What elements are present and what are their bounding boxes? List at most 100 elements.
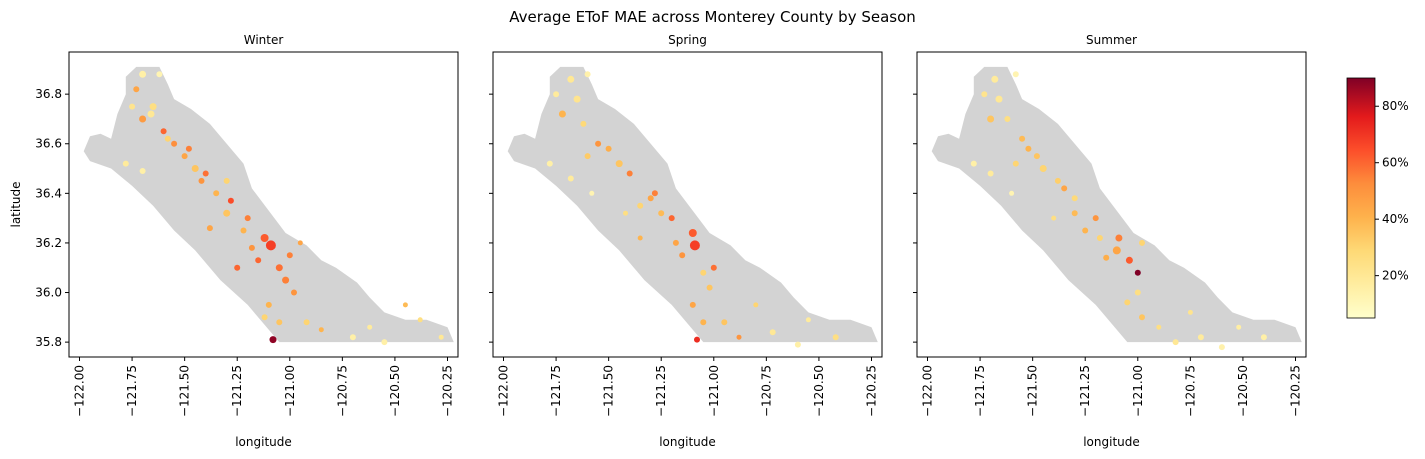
data-point [1061,185,1068,192]
data-point [546,160,553,167]
data-point [275,264,283,272]
data-point [1033,153,1040,160]
panel-summer: Summer −122.00 −121.75 −121.50 −121.25 −121.0… [913,33,1307,449]
data-point [276,319,283,326]
data-point [303,319,310,326]
data-point [244,215,251,222]
axes-frame [916,51,1307,358]
data-point [553,91,560,98]
data-point [679,252,686,259]
data-point [223,177,230,184]
data-point [1071,195,1078,202]
data-point [626,170,633,177]
data-point [149,103,157,111]
data-point [706,284,713,291]
x-tick-label: −121.50 [1026,365,1040,417]
data-point [1187,309,1193,315]
data-point [668,215,675,222]
data-point [286,252,293,259]
panel-title: Winter [244,33,284,47]
data-point [1092,215,1099,222]
x-axis-label: longitude [235,435,292,449]
data-point [805,317,811,323]
x-tick-label: −120.25 [440,365,454,417]
x-axis-label: longitude [1083,435,1140,449]
colorbar-tick-label: 60% [1382,156,1409,170]
x-tick-label: −121.00 [707,365,721,417]
y-tick-label: 36.6 [35,137,62,151]
data-point [1134,289,1141,296]
colorbar: 20% 40% 60% 80% [1346,77,1409,319]
x-tick-label: −121.75 [549,365,563,417]
data-point [589,190,595,196]
data-point [1156,324,1162,330]
x-tick-label: −120.50 [812,365,826,417]
data-point [139,168,146,174]
data-point [1025,145,1032,152]
county-shape [83,66,454,343]
data-point [595,140,602,147]
data-point [160,128,167,135]
data-point [438,334,444,340]
data-point [1112,246,1121,255]
colorbar-gradient [1346,77,1376,319]
data-point [260,234,269,242]
data-point [651,190,658,197]
data-point [647,195,654,202]
data-point [567,175,574,182]
colorbar-tick-label: 40% [1382,212,1409,226]
data-point [1012,71,1019,78]
data-point [164,135,171,142]
data-point [605,145,612,152]
data-point [1071,210,1078,217]
data-point [367,324,373,330]
colorbar-tick-label: 80% [1382,99,1409,113]
data-point [1139,239,1145,246]
axes-frame [68,51,459,358]
data-point [1019,135,1026,142]
data-point [349,334,356,341]
y-axis-label: latitude [9,181,23,227]
data-point [753,302,759,308]
data-point [261,314,268,321]
data-point [987,115,995,123]
data-point [710,264,717,271]
x-tick-label: −121.00 [1131,365,1145,417]
data-point [1139,314,1145,321]
panel-title: Summer [1086,33,1137,47]
data-point [573,95,581,103]
data-point [227,197,234,204]
data-point [623,210,628,216]
y-tick-label: 35.8 [35,335,62,349]
data-point [1054,177,1061,184]
y-tick-label: 36.0 [35,286,62,300]
x-tick-label: −120.25 [864,365,878,417]
data-point [1051,215,1057,221]
data-point [1096,235,1103,241]
y-tick-label: 36.8 [35,87,62,101]
data-point [255,257,262,264]
data-point [970,160,977,167]
data-point [381,339,388,346]
panel-winter: Winter −122.00 −121.75 −121.50 −121.25 −121.0… [9,33,459,449]
data-point [139,70,147,78]
colorbar-tick-label: 20% [1382,269,1409,283]
data-point [584,71,591,78]
data-point [297,240,303,246]
figure-title: Average EToF MAE across Monterey County … [509,8,916,26]
data-point [995,95,1003,103]
x-tick-label: −120.50 [1236,365,1250,417]
data-point [1082,227,1089,234]
data-point [1115,234,1123,242]
data-point [1125,256,1133,264]
x-tick-label: −121.25 [654,365,668,417]
data-point [688,229,697,237]
county-shape [507,66,878,343]
data-point [584,153,591,160]
data-point [223,209,231,217]
x-tick-label: −121.25 [1078,365,1092,417]
data-point [139,115,147,123]
x-tick-label: −121.25 [230,365,244,417]
data-point [402,302,408,308]
data-point [282,276,290,284]
